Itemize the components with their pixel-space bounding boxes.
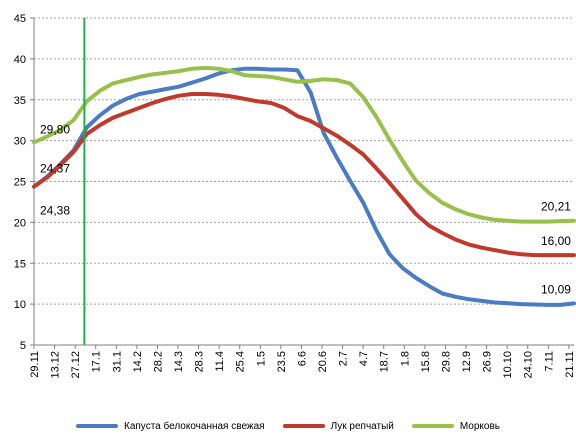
data-label: 24,38 [40,204,70,218]
x-tick-label: 17.1 [91,351,103,372]
legend-swatch [411,424,454,428]
legend-label: Капуста белокочанная свежая [124,420,265,432]
y-tick-label: 40 [14,54,26,66]
y-tick-label: 35 [14,95,26,107]
y-tick-label: 5 [20,340,26,352]
x-tick-label: 29.11 [29,351,41,378]
x-tick-label: 28.2 [152,351,164,372]
x-tick-label: 1.8 [399,351,411,366]
data-label: 10,09 [541,282,571,296]
y-tick-label: 10 [14,299,26,311]
x-tick-label: 31.1 [111,351,123,372]
legend-swatch [76,424,118,428]
legend-item-0: Капуста белокочанная свежая [76,421,265,432]
data-label: 29,80 [40,122,70,136]
legend-label: Морковь [459,420,500,432]
y-tick-label: 30 [14,136,26,148]
x-tick-label: 4.7 [358,351,370,366]
x-tick-label: 2.7 [338,351,350,366]
x-tick-label: 1.5 [255,351,267,366]
x-tick-label: 14.3 [173,351,185,372]
x-tick-label: 28.3 [194,351,206,372]
x-tick-labels: 29.11 13.12 27.12 17.1 31.1 14.2 28.2 14.3 28.3 1… [29,351,576,379]
legend-label: Лук репчатый [330,420,394,432]
data-label: 20,21 [541,200,571,214]
grid-lines [34,17,574,305]
y-tick-label: 45 [14,13,26,25]
y-tick-label: 20 [14,217,26,229]
x-tick-label: 6.6 [296,351,308,366]
x-tick-label: 18.7 [379,351,391,372]
y-tick-label: 25 [14,177,26,189]
axes [30,17,574,349]
data-labels: 29,80 24,37 24,38 20,21 16,00 10,09 [40,122,571,296]
y-tick-label: 15 [14,258,26,270]
series-line-1 [32,92,576,258]
legend-item-2: Морковь [411,420,500,432]
x-tick-label: 12.9 [461,351,473,372]
data-label: 24,37 [40,162,70,176]
x-tick-label: 13.12 [50,351,62,379]
x-tick-label: 23.5 [276,351,288,372]
data-label: 16,00 [541,234,571,248]
y-tick-labels: 5 10 15 20 25 30 35 40 45 [14,13,26,352]
x-tick-label: 25.4 [235,351,247,372]
x-tick-label: 10.10 [502,351,514,379]
x-tick-label: 27.12 [70,351,82,379]
x-tick-label: 7.11 [543,351,555,372]
x-tick-label: 26.9 [482,351,494,372]
series-lines [32,65,576,307]
x-tick-label: 21.11 [564,351,576,378]
series-line-0 [32,66,576,307]
legend-item-1: Лук репчатый [282,420,394,432]
series-line-2 [32,65,576,224]
legend-swatch [282,424,325,428]
x-tick-label: 14.2 [132,351,144,372]
x-tick-label: 24.10 [523,351,535,379]
x-tick-label: 11.4 [214,351,226,372]
legend: Капуста белокочанная свежая Лук репчатый М… [0,418,576,434]
x-tick-label: 29.8 [440,351,452,372]
x-tick-label: 15.8 [420,351,432,372]
x-tick-label: 20.6 [317,351,329,372]
